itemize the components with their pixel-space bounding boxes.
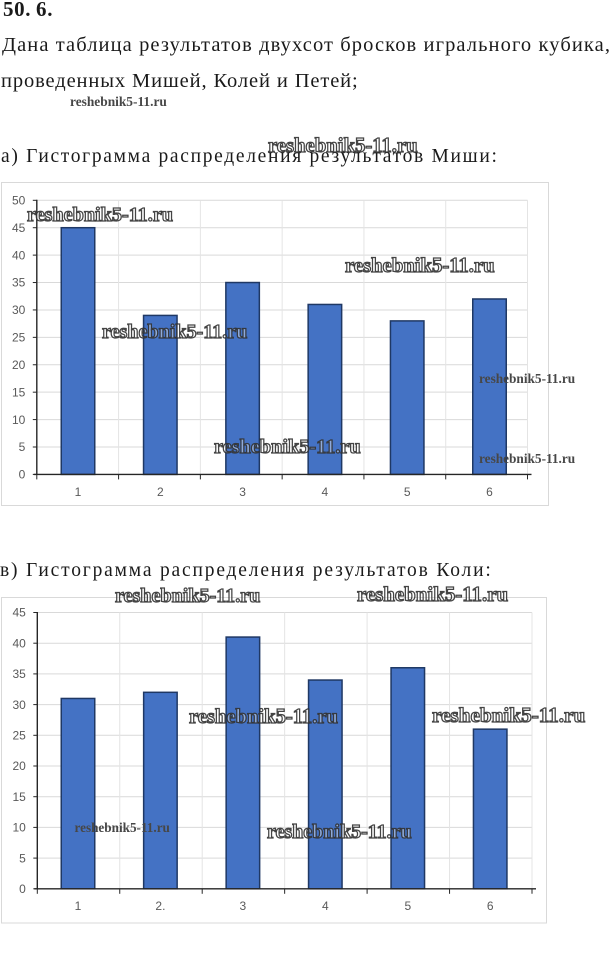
svg-text:35: 35 bbox=[12, 667, 26, 681]
svg-text:15: 15 bbox=[12, 790, 26, 804]
svg-text:40: 40 bbox=[12, 248, 26, 262]
svg-text:40: 40 bbox=[12, 636, 26, 650]
svg-text:5: 5 bbox=[19, 440, 26, 454]
svg-text:0: 0 bbox=[19, 882, 26, 896]
svg-text:1: 1 bbox=[75, 899, 82, 913]
svg-text:5: 5 bbox=[404, 899, 411, 913]
svg-text:45: 45 bbox=[12, 221, 26, 235]
svg-text:5: 5 bbox=[19, 851, 26, 865]
svg-text:4: 4 bbox=[322, 485, 329, 499]
svg-text:6: 6 bbox=[486, 485, 493, 499]
svg-text:4: 4 bbox=[322, 899, 329, 913]
svg-text:10: 10 bbox=[12, 413, 26, 427]
svg-text:0: 0 bbox=[19, 468, 26, 482]
svg-text:15: 15 bbox=[12, 385, 26, 399]
svg-text:25: 25 bbox=[12, 729, 26, 743]
svg-text:30: 30 bbox=[12, 303, 26, 317]
svg-text:50: 50 bbox=[12, 194, 26, 208]
svg-text:30: 30 bbox=[12, 698, 26, 712]
svg-text:25: 25 bbox=[12, 331, 26, 345]
svg-text:6: 6 bbox=[487, 899, 494, 913]
svg-text:1: 1 bbox=[75, 485, 82, 499]
svg-text:5: 5 bbox=[404, 485, 411, 499]
svg-text:20: 20 bbox=[12, 759, 26, 773]
svg-text:3: 3 bbox=[240, 899, 247, 913]
svg-text:20: 20 bbox=[12, 358, 26, 372]
svg-text:10: 10 bbox=[12, 821, 26, 835]
svg-text:35: 35 bbox=[12, 276, 26, 290]
svg-text:2: 2 bbox=[157, 485, 164, 499]
svg-text:3: 3 bbox=[239, 485, 246, 499]
svg-text:2.: 2. bbox=[155, 899, 165, 913]
svg-text:45: 45 bbox=[12, 606, 26, 620]
